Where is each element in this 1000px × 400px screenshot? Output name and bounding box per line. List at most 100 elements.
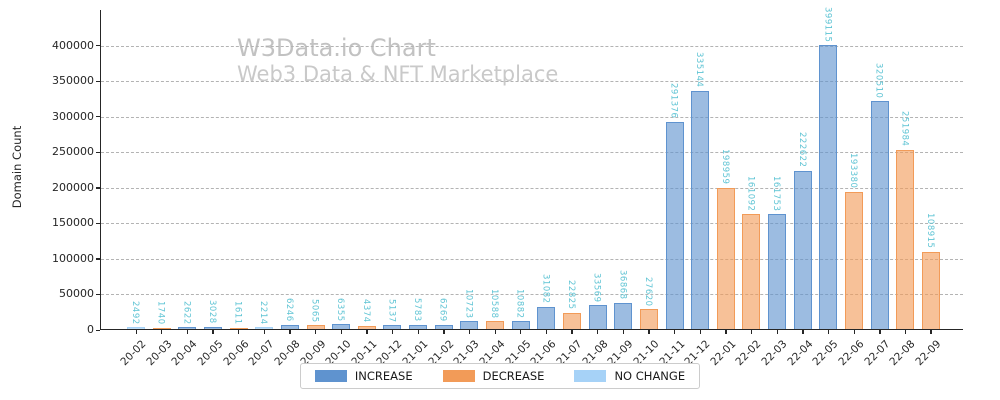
bar-value-label: 6355 (335, 297, 346, 322)
x-tick-mark (674, 330, 676, 334)
y-tick-mark (96, 329, 100, 331)
bar (639, 309, 658, 329)
increase-swatch-icon (314, 370, 347, 382)
x-tick-mark (315, 330, 317, 334)
bar-value-label: 1740 (155, 300, 166, 325)
x-tick-mark (622, 330, 625, 334)
bar (921, 251, 940, 329)
bar (819, 45, 838, 329)
bar-value-label: 10588 (489, 288, 500, 319)
y-tick-label: 200000 (52, 180, 94, 194)
x-tick-mark (904, 330, 907, 334)
bar (127, 327, 145, 329)
bar (793, 170, 812, 329)
x-tick-mark (494, 330, 496, 334)
y-tick-label: 0 (87, 323, 94, 336)
x-tick-mark (366, 330, 368, 334)
y-tick-mark (96, 293, 100, 296)
chart-watermark-title: W3Data.io Chart (237, 34, 436, 62)
bar (306, 325, 325, 329)
bar (870, 101, 889, 329)
y-tick-mark (96, 45, 100, 47)
bar-value-label: 108915 (924, 213, 935, 249)
x-tick-mark (879, 330, 881, 334)
legend-item-no-change: NO CHANGE (574, 369, 685, 383)
bar (588, 305, 607, 329)
x-tick-mark (520, 330, 522, 334)
x-tick-mark (827, 330, 830, 334)
x-tick-mark (648, 330, 650, 334)
bar (203, 326, 222, 329)
x-tick-mark (443, 330, 445, 334)
bar-value-label: 5137 (386, 298, 397, 323)
chart-watermark-subtitle: Web3 Data & NFT Marketplace (237, 62, 559, 86)
bar (614, 302, 633, 329)
bar (768, 213, 787, 329)
bar-value-label: 251984 (899, 111, 910, 147)
bar-value-label: 4374 (360, 299, 371, 323)
x-tick-mark (776, 330, 778, 334)
y-tick-label: 250000 (52, 145, 94, 159)
bar-value-label: 22825 (565, 280, 576, 310)
y-tick-label: 150000 (52, 216, 94, 230)
x-tick-mark (238, 330, 240, 334)
bar-value-label: 2492 (130, 300, 140, 325)
bar-value-label: 2214 (258, 300, 269, 325)
bar (332, 324, 351, 329)
x-tick-mark (289, 330, 291, 334)
bar-value-label: 320510 (873, 62, 884, 99)
y-tick-label: 400000 (52, 38, 94, 52)
bar (152, 327, 171, 329)
bar (434, 324, 453, 329)
bar-value-label: 31082 (540, 274, 551, 304)
bar (229, 327, 248, 329)
y-tick-mark (96, 151, 100, 154)
legend-item-increase: INCREASE (314, 369, 413, 383)
bar (537, 306, 556, 329)
y-tick-label: 300000 (52, 109, 94, 123)
bar-value-label: 3028 (206, 300, 217, 324)
gridline (101, 81, 963, 83)
bar-value-label: 27620 (642, 276, 653, 307)
gridline (101, 187, 963, 189)
x-tick-mark (161, 330, 163, 334)
y-tick-mark (96, 258, 100, 260)
bar (178, 327, 197, 329)
y-tick-mark (96, 80, 100, 82)
y-tick-label: 350000 (52, 74, 94, 88)
bar (716, 187, 735, 329)
bar (383, 325, 402, 329)
bar-value-label: 335144 (694, 52, 705, 88)
bar (409, 324, 428, 329)
bar (845, 191, 864, 329)
no-change-swatch-icon (574, 370, 607, 382)
x-tick-mark (853, 330, 855, 334)
bar-value-label: 2622 (181, 300, 192, 325)
gridline (101, 294, 963, 296)
x-tick-mark (135, 330, 137, 334)
legend-label: DECREASE (482, 369, 545, 383)
x-tick-mark (468, 330, 471, 334)
bar-value-label: 5065 (309, 298, 320, 323)
bar-value-label: 6269 (437, 297, 448, 322)
bar (357, 325, 376, 329)
bar-value-label: 291376 (668, 83, 679, 119)
x-tick-mark (571, 330, 573, 334)
x-tick-mark (802, 330, 804, 334)
y-tick-mark (96, 187, 100, 189)
gridline (101, 258, 963, 260)
bar-value-label: 193380 (848, 153, 859, 189)
x-tick-mark (417, 330, 419, 334)
bar-value-label: 198959 (719, 149, 730, 185)
x-tick-mark (263, 330, 266, 334)
x-tick-mark (545, 330, 548, 334)
bar (562, 312, 581, 329)
bar (665, 121, 684, 329)
bar (486, 321, 505, 329)
bar-value-label: 222622 (796, 132, 807, 168)
y-tick-mark (96, 222, 100, 225)
legend-item-decrease: DECREASE (442, 369, 545, 383)
bar-value-label: 10882 (514, 288, 525, 319)
bar-value-label: 1611 (232, 300, 243, 325)
